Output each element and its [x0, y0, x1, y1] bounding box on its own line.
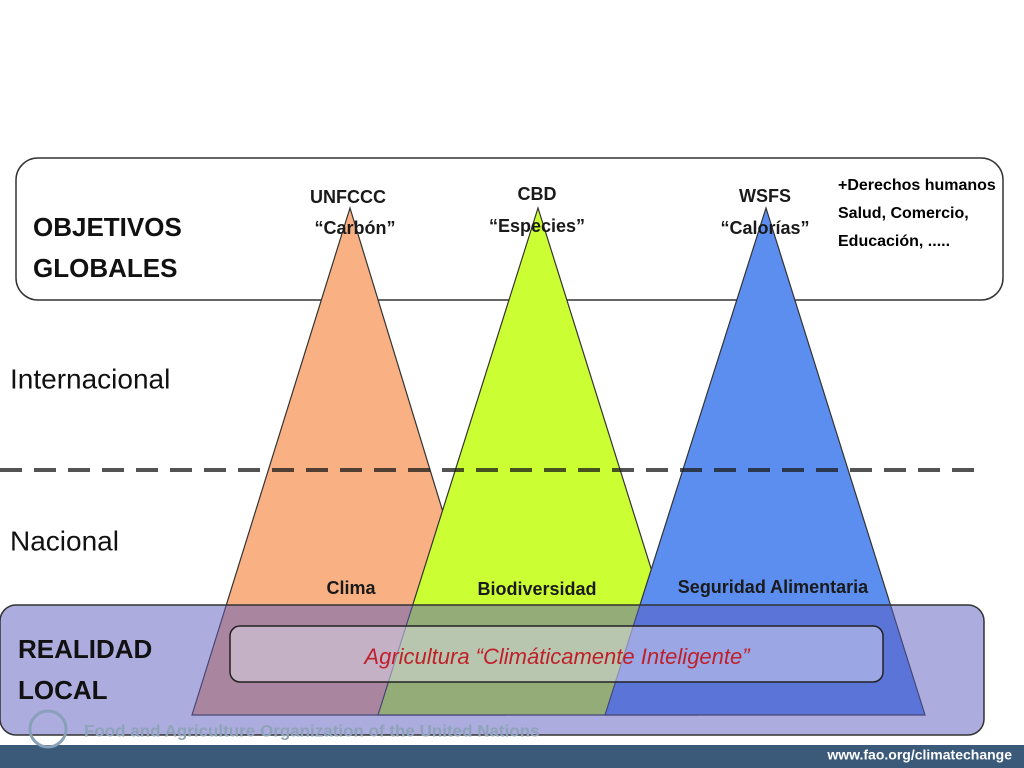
banner-text: Agricultura “Climáticamente Inteligente” — [362, 644, 751, 669]
pyramid-top: UNFCCC — [310, 187, 386, 207]
pyramid-top: “Carbón” — [315, 218, 396, 238]
pyramid-bottom: Seguridad Alimentaria — [678, 577, 869, 597]
pyramid-bottom: Biodiversidad — [477, 579, 596, 599]
local-title: LOCAL — [18, 675, 108, 705]
local-title: REALIDAD — [18, 634, 152, 664]
extra-goals: Educación, ..... — [838, 233, 950, 250]
goals-title: GLOBALES — [33, 253, 177, 283]
footer-url: www.fao.org/climatechange — [826, 747, 1012, 763]
level-label: Internacional — [10, 363, 170, 394]
footer-organization: Food and Agriculture Organization of the… — [84, 721, 540, 740]
extra-goals: +Derechos humanos — [838, 177, 996, 194]
extra-goals: Salud, Comercio, — [838, 205, 969, 222]
fao-logo — [28, 709, 68, 749]
pyramid-top: WSFS — [739, 186, 791, 206]
pyramid-top: CBD — [518, 184, 557, 204]
pyramid-top: “Especies” — [489, 216, 585, 236]
banner — [229, 625, 884, 683]
level-label: Nacional — [10, 525, 119, 556]
pyramid-bottom: Clima — [326, 578, 376, 598]
local-box — [0, 604, 985, 736]
footer-bar — [0, 745, 1024, 768]
goals-title: OBJETIVOS — [33, 212, 182, 242]
pyramid-top: “Calorías” — [720, 218, 809, 238]
